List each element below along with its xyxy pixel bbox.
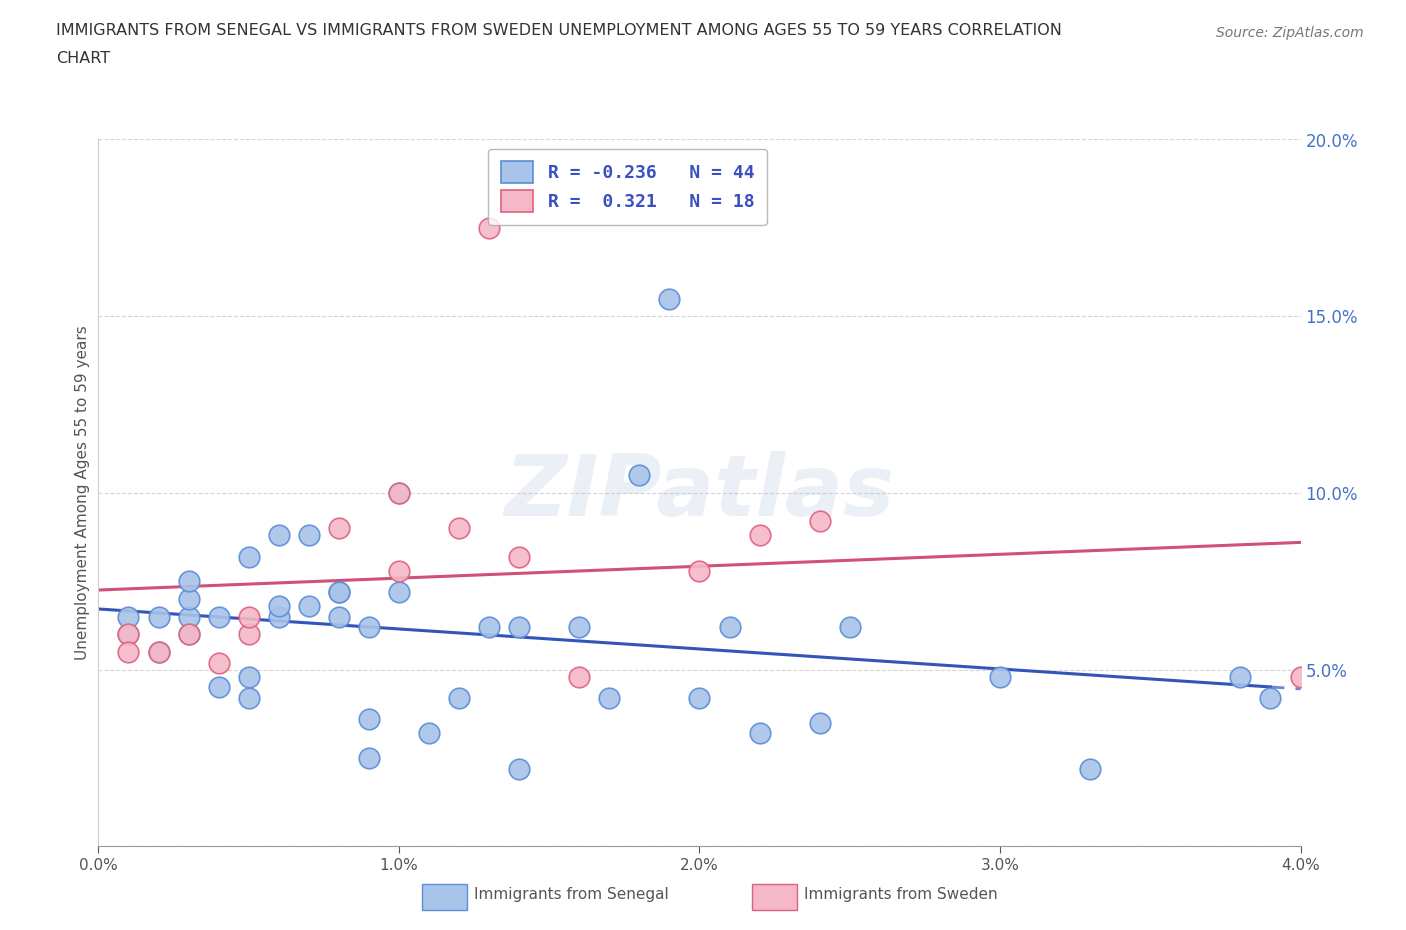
Point xyxy=(177,609,200,624)
Text: IMMIGRANTS FROM SENEGAL VS IMMIGRANTS FROM SWEDEN UNEMPLOYMENT AMONG AGES 55 TO : IMMIGRANTS FROM SENEGAL VS IMMIGRANTS FR… xyxy=(56,23,1062,38)
Point xyxy=(298,599,321,614)
Point xyxy=(357,619,380,634)
Point xyxy=(148,609,170,624)
Point xyxy=(748,528,770,543)
Point xyxy=(689,690,711,705)
Point xyxy=(357,711,380,726)
Point xyxy=(628,468,651,483)
Point xyxy=(208,609,231,624)
Point xyxy=(177,591,200,606)
Point xyxy=(267,599,290,614)
Point xyxy=(748,725,770,740)
Point xyxy=(208,680,231,695)
Text: CHART: CHART xyxy=(56,51,110,66)
Point xyxy=(177,574,200,589)
Point xyxy=(508,619,530,634)
Point xyxy=(177,627,200,642)
Point xyxy=(568,670,591,684)
Point xyxy=(988,670,1011,684)
Point xyxy=(238,670,260,684)
Point xyxy=(117,627,139,642)
Text: Immigrants from Sweden: Immigrants from Sweden xyxy=(804,887,998,902)
Point xyxy=(1078,761,1101,776)
Point xyxy=(238,690,260,705)
Point xyxy=(238,609,260,624)
Point xyxy=(117,644,139,659)
Point xyxy=(238,627,260,642)
Point xyxy=(357,751,380,765)
Point xyxy=(388,564,411,578)
Text: Source: ZipAtlas.com: Source: ZipAtlas.com xyxy=(1216,26,1364,40)
Point xyxy=(328,609,350,624)
Point xyxy=(117,627,139,642)
Text: Immigrants from Senegal: Immigrants from Senegal xyxy=(474,887,669,902)
Point xyxy=(388,485,411,500)
Point xyxy=(177,627,200,642)
Point xyxy=(1260,690,1282,705)
Point xyxy=(328,584,350,599)
Y-axis label: Unemployment Among Ages 55 to 59 years: Unemployment Among Ages 55 to 59 years xyxy=(75,326,90,660)
Point xyxy=(1289,670,1312,684)
Point xyxy=(238,549,260,564)
Point xyxy=(808,513,831,528)
Point xyxy=(267,528,290,543)
Point xyxy=(478,220,501,235)
Point xyxy=(447,690,470,705)
Point xyxy=(718,619,741,634)
Point xyxy=(808,715,831,730)
Point xyxy=(447,521,470,536)
Point xyxy=(598,690,620,705)
Point xyxy=(508,761,530,776)
Point xyxy=(478,619,501,634)
Point xyxy=(148,644,170,659)
Point xyxy=(267,609,290,624)
Point xyxy=(508,549,530,564)
Text: ZIPatlas: ZIPatlas xyxy=(505,451,894,535)
Point xyxy=(208,655,231,670)
Point xyxy=(117,609,139,624)
Point xyxy=(568,619,591,634)
Point xyxy=(838,619,860,634)
Point xyxy=(1229,670,1251,684)
Point xyxy=(328,521,350,536)
Legend: R = -0.236   N = 44, R =  0.321   N = 18: R = -0.236 N = 44, R = 0.321 N = 18 xyxy=(488,149,766,225)
Point xyxy=(689,564,711,578)
Point xyxy=(328,584,350,599)
Point xyxy=(388,584,411,599)
Point xyxy=(418,725,440,740)
Point xyxy=(148,644,170,659)
Point xyxy=(388,485,411,500)
Point xyxy=(298,528,321,543)
Point xyxy=(658,291,681,306)
